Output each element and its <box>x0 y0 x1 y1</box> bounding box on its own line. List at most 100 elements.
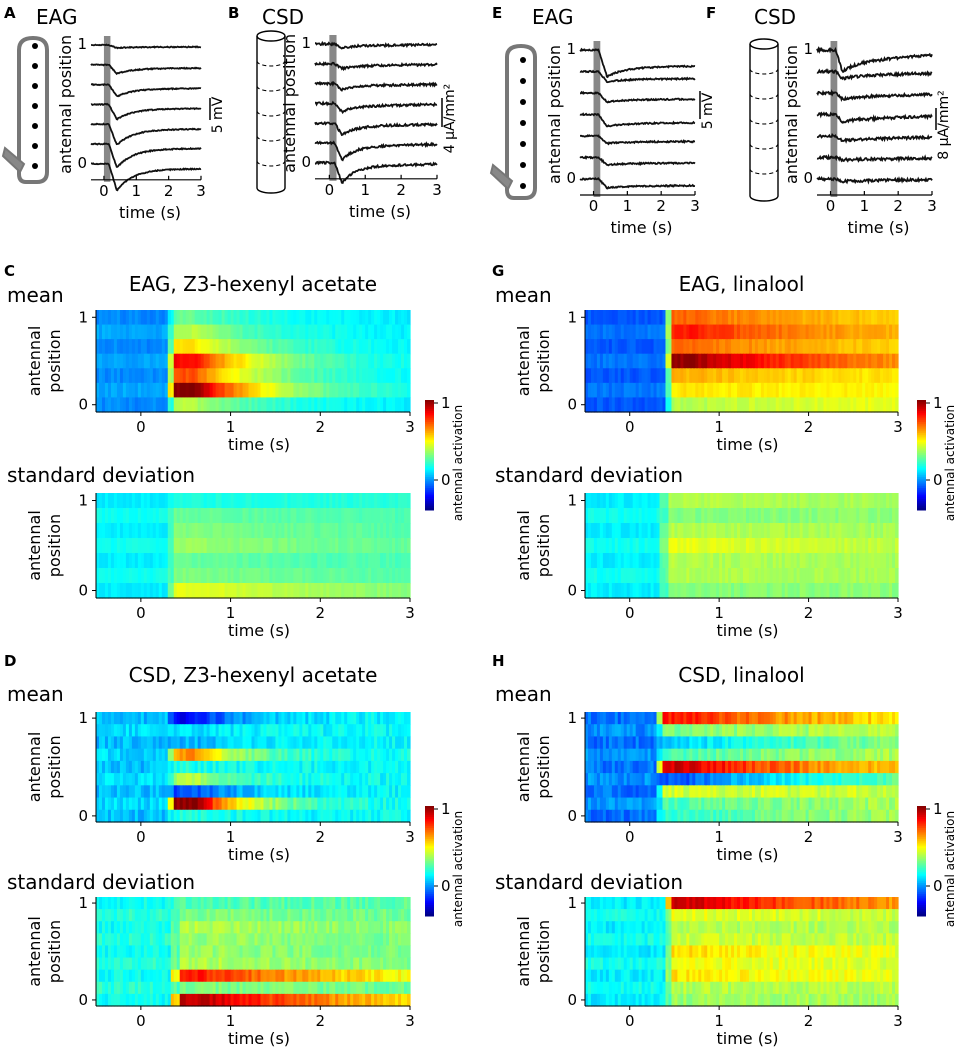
panel-letter-c: C <box>4 262 15 280</box>
x-tick-label: 3 <box>405 1012 415 1030</box>
x-tick-label: 1 <box>226 418 236 436</box>
y-axis-label: antennal position <box>545 45 564 184</box>
heatmap-title: CSD, Z3-hexenyl acetate <box>129 663 378 687</box>
panel-g-heatmaps: EAG, linaloolmean0 1 2 3time (s)10antennal p… <box>495 272 903 640</box>
x-tick-label: 3 <box>405 418 415 436</box>
y-tick-top: 1 <box>78 894 88 912</box>
x-tick-label: 2 <box>656 197 666 215</box>
x-tick-label: 3 <box>690 197 700 215</box>
heat-cell <box>407 773 411 786</box>
heat-cell <box>407 523 411 539</box>
x-tick-label: 0 <box>136 1012 146 1030</box>
scale-bar-label: 5 mV <box>700 92 716 129</box>
heat-cell <box>895 383 899 398</box>
x-tick-label: 2 <box>316 418 326 436</box>
y-tick-top: 1 <box>567 308 577 326</box>
heat-cell <box>407 970 411 983</box>
heat-cell <box>407 553 411 569</box>
y-axis-label-line1: antennal <box>25 916 44 987</box>
x-tick-label: 2 <box>396 181 406 199</box>
y-tick-top: 1 <box>803 40 813 58</box>
heat-cell <box>407 810 411 823</box>
x-tick-label: 2 <box>893 197 903 215</box>
panel-letter-b: B <box>228 4 239 22</box>
y-axis-label-line2: position <box>45 329 64 392</box>
heat-cell <box>407 493 411 509</box>
x-axis-label: time (s) <box>228 845 290 864</box>
y-axis-label: antennal position <box>280 34 299 173</box>
x-tick-label: 1 <box>226 828 236 846</box>
heat-cell <box>407 761 411 774</box>
y-tick-top: 1 <box>78 709 88 727</box>
mean-heatmap: mean0 1 2 3time (s)10antennal position <box>495 283 903 454</box>
x-axis-label: time (s) <box>349 202 411 221</box>
x-tick-label: 3 <box>927 197 937 215</box>
panel-letter-g: G <box>492 262 504 280</box>
x-axis-label: time (s) <box>228 1029 290 1048</box>
panel-b-csd-traces: 100 1 2 3time (s)antennal positionCSD4 µA/m… <box>262 5 458 221</box>
x-tick-label: 1 <box>132 182 142 200</box>
figure-canvas: A B E F C G D H <box>0 0 963 1062</box>
y-tick-top: 1 <box>566 40 576 58</box>
x-tick-label: 0 <box>99 182 109 200</box>
x-tick-label: 1 <box>226 1012 236 1030</box>
y-tick-bottom: 0 <box>77 154 87 172</box>
heat-cell <box>407 310 411 325</box>
y-tick-top: 1 <box>78 308 88 326</box>
stimulus-bar <box>329 35 336 181</box>
x-tick-label: 3 <box>405 604 415 622</box>
heat-cell <box>895 354 899 369</box>
cylinder-schematic-right <box>750 39 778 201</box>
x-tick-label: 1 <box>226 604 236 622</box>
heat-cell <box>407 994 411 1007</box>
panel-title: CSD <box>262 5 304 29</box>
heat-cell <box>407 945 411 958</box>
panel-f-csd-traces: 100 1 2 3time (s)antennal positionCSD8 µA/m… <box>754 5 952 237</box>
x-tick-label: 0 <box>136 604 146 622</box>
heat-cell <box>407 568 411 584</box>
x-tick-label: 3 <box>893 418 903 436</box>
x-tick-label: 3 <box>196 182 206 200</box>
heat-cell <box>407 712 411 725</box>
heat-cell <box>407 508 411 524</box>
heatmap-subtitle: mean <box>7 283 64 307</box>
panel-e-eag-traces: 100 1 2 3time (s)antennal positionEAG5 mV <box>532 5 716 237</box>
heat-cell <box>407 325 411 340</box>
x-axis-label: time (s) <box>228 435 290 454</box>
heat-cell <box>895 553 899 569</box>
x-tick-label: 0 <box>826 197 836 215</box>
heat-cell <box>407 982 411 995</box>
x-tick-label: 2 <box>164 182 174 200</box>
x-axis-label: time (s) <box>847 218 909 237</box>
heatmap-subtitle: mean <box>495 283 552 307</box>
y-axis-label-line2: position <box>45 514 64 577</box>
panel-title: CSD <box>754 5 796 29</box>
heat-cell <box>407 785 411 798</box>
y-axis-label: antennal position <box>56 35 75 174</box>
heat-cell <box>407 897 411 910</box>
x-axis-label: time (s) <box>228 621 290 640</box>
y-axis-label: antennal position <box>782 45 801 184</box>
x-tick-label: 0 <box>136 418 146 436</box>
scale-bar-label: 4 µA/mm² <box>442 84 458 153</box>
y-tick-top: 1 <box>77 35 87 53</box>
heat-cell <box>407 383 411 398</box>
y-tick-bottom: 0 <box>567 396 577 414</box>
y-tick-bottom: 0 <box>78 807 88 825</box>
x-tick-label: 2 <box>804 418 814 436</box>
y-axis-label-line2: position <box>534 329 553 392</box>
y-tick-bottom: 0 <box>78 396 88 414</box>
y-axis-label-line1: antennal <box>25 732 44 803</box>
heat-cell <box>407 749 411 762</box>
x-axis-label: time (s) <box>716 435 778 454</box>
heat-cell <box>407 798 411 811</box>
y-tick-bottom: 0 <box>78 582 88 600</box>
y-tick-top: 1 <box>301 34 311 52</box>
heat-cell <box>895 339 899 354</box>
y-axis-label-line1: antennal <box>25 510 44 581</box>
heat-cell <box>895 523 899 539</box>
panel-letter-h: H <box>492 652 505 670</box>
x-tick-label: 2 <box>316 604 326 622</box>
x-tick-label: 3 <box>432 181 442 199</box>
x-tick-label: 0 <box>589 197 599 215</box>
